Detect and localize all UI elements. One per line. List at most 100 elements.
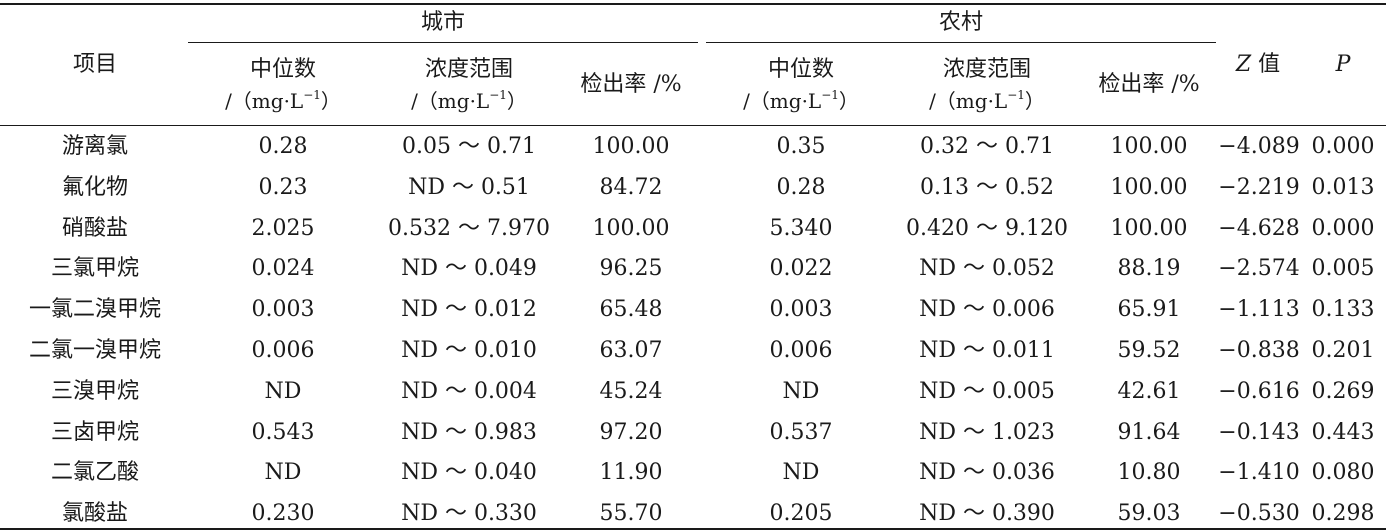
header-city-range: 浓度范围: [424, 57, 514, 82]
cell-z: −4.628: [1218, 215, 1300, 241]
cell-p: 0.269: [1311, 378, 1375, 404]
cell-city-median: 0.28: [258, 134, 308, 159]
header-city-rate: 检出率 /%: [580, 72, 682, 97]
cell-city-median: ND: [264, 378, 302, 404]
header-city-median: 中位数: [249, 57, 317, 82]
cell-z: −2.574: [1218, 256, 1300, 282]
cell-rural-rate: 59.03: [1117, 501, 1181, 527]
cell-city-rate: 97.20: [599, 419, 663, 445]
cell-rural-rate: 10.80: [1117, 460, 1181, 486]
cell-rural-range: ND ～ 0.036: [919, 460, 1055, 486]
cell-z: −2.219: [1218, 174, 1300, 200]
cell-rural-rate: 100.00: [1110, 174, 1188, 200]
cell-rural-median: 0.28: [776, 174, 826, 200]
cell-z: −0.616: [1218, 378, 1300, 404]
top-rule: [0, 3, 1386, 5]
cell-p: 0.000: [1311, 134, 1375, 159]
header-rural: 农村: [938, 10, 984, 35]
cell-item: 游离氯: [61, 134, 129, 159]
cell-rural-rate: 91.64: [1117, 419, 1181, 445]
cell-city-median: 0.006: [251, 338, 315, 363]
cell-rural-range: 0.420 ～ 9.120: [906, 215, 1068, 241]
cell-rural-rate: 100.00: [1110, 134, 1188, 159]
cell-item: 二氯乙酸: [50, 460, 140, 486]
cell-city-rate: 84.72: [599, 174, 663, 200]
cell-rural-rate: 59.52: [1117, 338, 1181, 363]
header-rural-rate: 检出率 /%: [1098, 72, 1200, 97]
cell-rural-median: ND: [782, 378, 820, 404]
cell-city-range: ND ～ 0.983: [401, 419, 537, 445]
cell-rural-range: ND ～ 0.052: [919, 256, 1055, 282]
header-item: 项目: [72, 52, 118, 77]
cell-rural-rate: 100.00: [1110, 215, 1188, 241]
cell-city-rate: 100.00: [592, 215, 670, 241]
cell-z: −0.530: [1218, 501, 1300, 527]
cell-item: 二氯一溴甲烷: [28, 338, 162, 363]
cell-city-range: ND ～ 0.51: [408, 174, 530, 200]
header-rural-median: 中位数: [767, 57, 835, 82]
cell-rural-median: 0.35: [776, 134, 826, 159]
cell-city-range: 0.532 ～ 7.970: [388, 215, 550, 241]
cell-item: 一氯二溴甲烷: [28, 297, 162, 323]
cell-rural-median: 5.340: [769, 215, 833, 241]
cell-p: 0.005: [1311, 256, 1375, 282]
cell-rural-range: ND ～ 1.023: [919, 419, 1055, 445]
cell-rural-rate: 42.61: [1117, 378, 1181, 404]
cell-z: −1.113: [1218, 297, 1300, 323]
cell-p: 0.443: [1311, 419, 1375, 445]
cell-city-median: 0.230: [251, 501, 315, 527]
cell-p: 0.298: [1311, 501, 1375, 527]
cell-p: 0.133: [1311, 297, 1375, 323]
header-city-median-unit: /（mg·L−1）: [225, 88, 341, 113]
header-rural-median-unit: /（mg·L−1）: [743, 88, 859, 113]
cell-city-range: ND ～ 0.004: [401, 378, 537, 404]
city-group-rule: [188, 42, 698, 43]
cell-city-median: 0.543: [251, 419, 315, 445]
cell-city-rate: 11.90: [599, 460, 663, 486]
cell-rural-median: ND: [782, 460, 820, 486]
header-bottom-rule: [0, 125, 1386, 126]
cell-city-median: 0.024: [251, 256, 315, 282]
cell-item: 硝酸盐: [61, 215, 129, 241]
header-z: Z 值: [1235, 52, 1281, 77]
cell-rural-median: 0.205: [769, 501, 833, 527]
cell-city-median: ND: [264, 460, 302, 486]
rural-group-rule: [706, 42, 1216, 43]
cell-rural-rate: 65.91: [1117, 297, 1181, 323]
header-city-range-unit: /（mg·L−1）: [411, 88, 527, 113]
header-rural-range: 浓度范围: [942, 57, 1032, 82]
cell-z: −0.143: [1218, 419, 1300, 445]
header-city: 城市: [420, 10, 466, 35]
cell-city-rate: 65.48: [599, 297, 663, 323]
cell-city-rate: 100.00: [592, 134, 670, 159]
cell-rural-range: ND ～ 0.390: [919, 501, 1055, 527]
cell-item: 氯酸盐: [61, 501, 129, 527]
cell-city-range: 0.05 ～ 0.71: [402, 134, 536, 159]
header-rural-range-unit: /（mg·L−1）: [929, 88, 1045, 113]
cell-rural-rate: 88.19: [1117, 256, 1181, 282]
cell-item: 氟化物: [61, 174, 129, 200]
bottom-rule: [0, 528, 1386, 530]
cell-city-range: ND ～ 0.010: [401, 338, 537, 363]
cell-z: −1.410: [1218, 460, 1300, 486]
cell-city-median: 0.23: [258, 174, 308, 200]
cell-rural-median: 0.537: [769, 419, 833, 445]
cell-z: −0.838: [1218, 338, 1300, 363]
cell-item: 三氯甲烷: [50, 256, 140, 282]
cell-city-rate: 45.24: [599, 378, 663, 404]
cell-rural-range: ND ～ 0.005: [919, 378, 1055, 404]
cell-city-range: ND ～ 0.012: [401, 297, 537, 323]
cell-city-median: 0.003: [251, 297, 315, 323]
cell-city-rate: 55.70: [599, 501, 663, 527]
cell-rural-median: 0.006: [769, 338, 833, 363]
cell-rural-range: 0.32 ～ 0.71: [920, 134, 1054, 159]
cell-city-median: 2.025: [251, 215, 315, 241]
cell-p: 0.000: [1311, 215, 1375, 241]
cell-city-range: ND ～ 0.040: [401, 460, 537, 486]
cell-city-rate: 96.25: [599, 256, 663, 282]
cell-rural-range: ND ～ 0.006: [919, 297, 1055, 323]
cell-city-rate: 63.07: [599, 338, 663, 363]
cell-city-range: ND ～ 0.330: [401, 501, 537, 527]
cell-rural-median: 0.003: [769, 297, 833, 323]
cell-z: −4.089: [1218, 134, 1300, 159]
